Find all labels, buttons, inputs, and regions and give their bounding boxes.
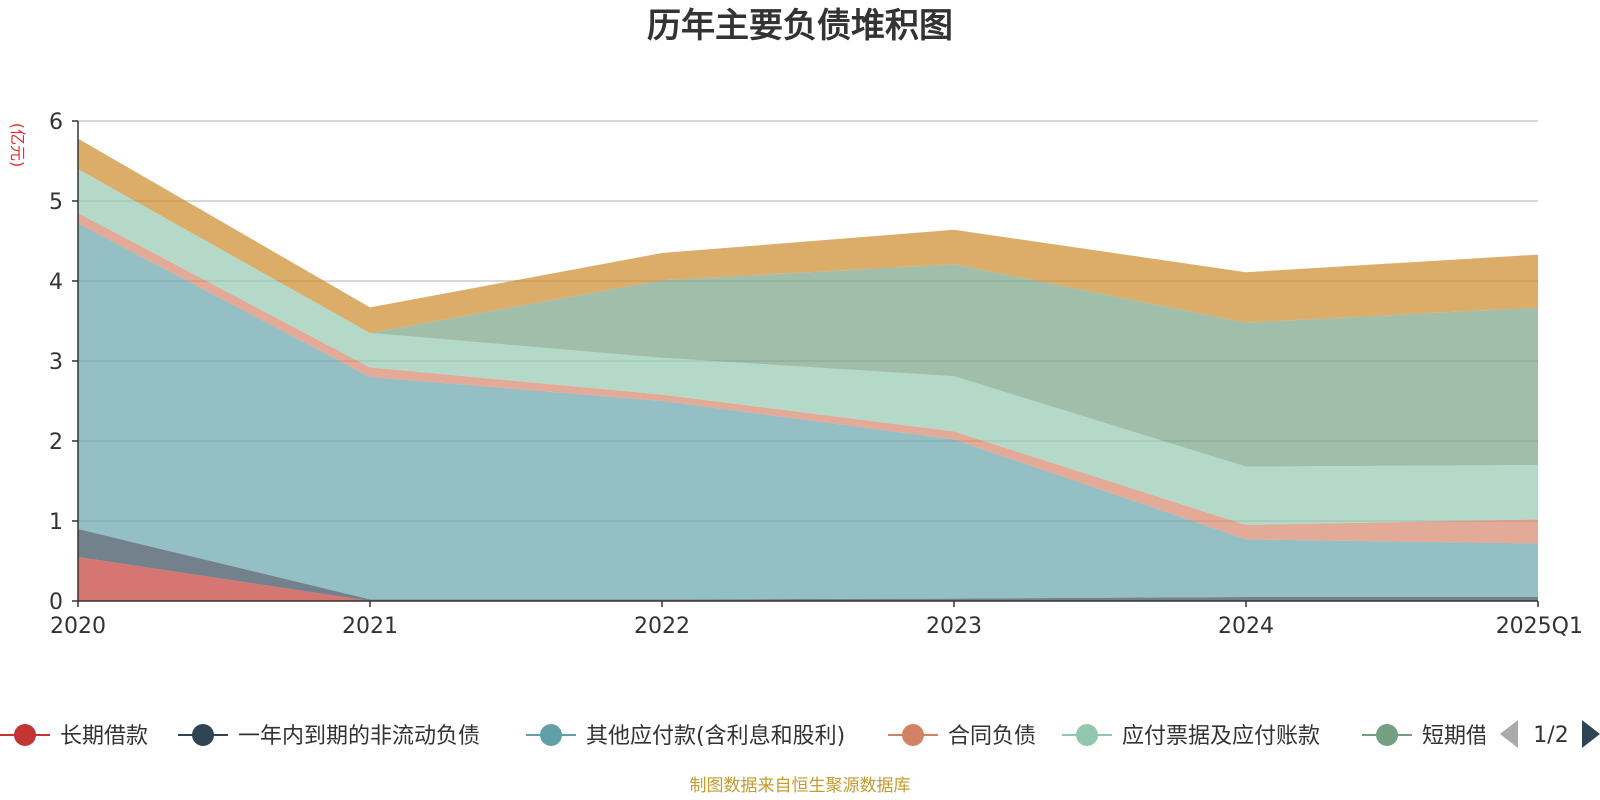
x-tick-label-2: 2022 (634, 614, 690, 639)
legend-prev-page-icon[interactable] (1500, 720, 1518, 748)
circle-line-icon (14, 724, 36, 746)
legend-label-4: 应付票据及应付账款 (1122, 724, 1320, 749)
legend-item-0[interactable]: 长期借款 (0, 724, 148, 749)
legend-item-5[interactable]: 短期借 (1362, 724, 1488, 749)
legend-items: 长期借款 一年内到期的非流动负债 其他应付款(含利息和股利) 合同负债 应付票据及应付账… (0, 724, 1488, 749)
y-tick-label-0: 0 (49, 590, 63, 615)
area-series-4 (78, 169, 1538, 525)
legend-label-0: 长期借款 (60, 724, 148, 749)
legend-next-page-icon[interactable] (1582, 720, 1600, 748)
circle-line-icon (192, 724, 214, 746)
y-tick-label-3: 3 (49, 350, 63, 375)
x-tick-label-5: 2025Q1 (1496, 614, 1583, 639)
y-tick-label-2: 2 (49, 430, 63, 455)
y-axis-ticks: 0 1 2 3 4 5 6 (49, 110, 78, 615)
legend-label-5: 短期借 (1422, 724, 1488, 749)
circle-line-icon (1076, 724, 1098, 746)
x-tick-label-1: 2021 (342, 614, 398, 639)
circle-line-icon (902, 724, 924, 746)
legend-item-2[interactable]: 其他应付款(含利息和股利) (526, 724, 845, 749)
legend-label-3: 合同负债 (948, 724, 1036, 749)
x-tick-label-0: 2020 (50, 614, 106, 639)
legend-item-1[interactable]: 一年内到期的非流动负债 (178, 724, 480, 749)
x-tick-label-4: 2024 (1218, 614, 1274, 639)
stacked-areas (78, 138, 1538, 601)
legend-label-2: 其他应付款(含利息和股利) (586, 724, 845, 749)
area-series-2 (78, 223, 1538, 600)
chart-title: 历年主要负债堆积图 (647, 6, 953, 46)
x-tick-label-3: 2023 (926, 614, 982, 639)
y-tick-label-6: 6 (49, 110, 63, 135)
area-series-6 (78, 138, 1538, 333)
y-tick-label-4: 4 (49, 270, 63, 295)
legend-item-4[interactable]: 应付票据及应付账款 (1062, 724, 1320, 749)
area-series-0 (78, 557, 1538, 601)
legend-page-indicator: 1/2 (1533, 723, 1568, 748)
x-axis-ticks: 2020 2021 2022 2023 2024 2025Q1 (50, 601, 1583, 639)
y-tick-label-5: 5 (49, 190, 63, 215)
y-axis-unit: (亿元) (8, 123, 27, 168)
circle-line-icon (1376, 724, 1398, 746)
area-series-5 (78, 169, 1538, 467)
y-tick-label-1: 1 (49, 510, 63, 535)
legend-label-1: 一年内到期的非流动负债 (238, 724, 480, 749)
source-note: 制图数据来自恒生聚源数据库 (690, 776, 911, 796)
legend: 长期借款 一年内到期的非流动负债 其他应付款(含利息和股利) 合同负债 应付票据及应付账… (0, 724, 1488, 749)
circle-line-icon (540, 724, 562, 746)
legend-item-3[interactable]: 合同负债 (888, 724, 1036, 749)
